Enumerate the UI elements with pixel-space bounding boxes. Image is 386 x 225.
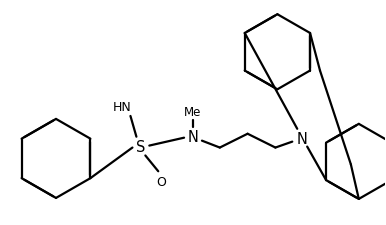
Text: HN: HN (113, 100, 132, 113)
Text: Me: Me (184, 105, 202, 118)
Text: N: N (188, 130, 198, 144)
Text: O: O (156, 175, 166, 188)
Text: N: N (297, 132, 308, 146)
Text: S: S (136, 140, 145, 154)
